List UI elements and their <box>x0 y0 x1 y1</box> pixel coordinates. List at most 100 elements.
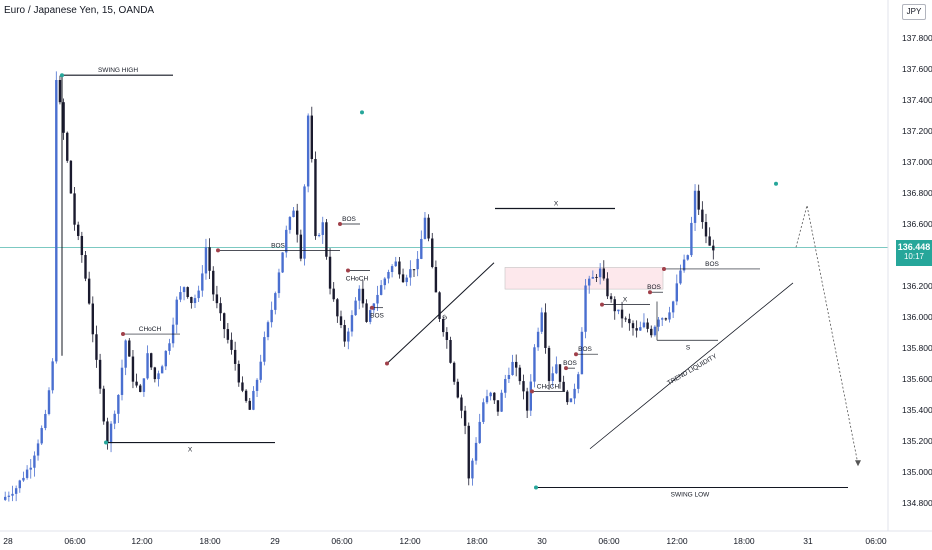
price-axis: 134.800 135.000 135.200 135.400 135.600 135.8… <box>902 33 932 508</box>
candle-body <box>562 381 565 392</box>
candle-body <box>197 290 200 299</box>
currency-button[interactable]: JPY <box>902 4 926 20</box>
pivot-dot <box>774 181 778 186</box>
pivot-dot <box>564 366 568 371</box>
candle-body <box>274 293 277 310</box>
candle-body <box>230 339 233 350</box>
pivot-dot <box>360 110 364 115</box>
candle-body <box>244 390 248 401</box>
candle-body <box>580 331 584 375</box>
candle-body <box>620 309 624 319</box>
candle-body <box>478 421 481 443</box>
candle-body <box>354 300 357 316</box>
bos-label: BOS <box>370 313 384 320</box>
candle-body <box>588 278 591 286</box>
candle-body <box>449 339 452 363</box>
candle-body <box>317 234 321 237</box>
candle-body <box>566 391 569 403</box>
candle-body <box>635 328 638 331</box>
candle-body <box>277 272 281 294</box>
candle-body <box>511 361 514 375</box>
candle-body <box>522 381 525 392</box>
price-tick-label: 135.800 <box>902 343 932 353</box>
candle-body <box>708 236 711 246</box>
candle-body <box>628 318 631 324</box>
candle-body <box>128 340 131 357</box>
candle-body <box>219 303 222 314</box>
candle-body <box>241 382 244 391</box>
candle-body <box>653 326 657 336</box>
candle-body <box>310 115 313 160</box>
candle-body <box>343 325 346 342</box>
candle-body <box>124 340 127 368</box>
candle-body <box>617 309 620 312</box>
candle-body <box>445 332 449 340</box>
candle-body <box>208 247 211 271</box>
candle-body <box>285 229 288 253</box>
candle-body <box>361 288 365 304</box>
candle-body <box>190 296 193 304</box>
candle-body <box>182 287 186 293</box>
candle-body <box>496 400 500 412</box>
trend-liquidity-line <box>589 282 794 450</box>
candle-body <box>456 381 459 398</box>
candle-body <box>515 361 518 368</box>
candle-body <box>58 80 62 103</box>
candle-body <box>281 252 284 273</box>
candle-body <box>671 301 675 313</box>
candle-body <box>84 255 87 279</box>
candle-body <box>701 209 704 223</box>
candle-body <box>146 353 149 379</box>
chart-title: Euro / Japanese Yen, 15, OANDA <box>4 5 155 16</box>
swing-low-label: SWING LOW <box>671 492 711 499</box>
candle-body <box>201 273 204 291</box>
candle-body <box>204 247 208 274</box>
candle-body <box>150 353 153 368</box>
candle-body <box>569 398 573 403</box>
candle-body <box>434 267 438 293</box>
candle-body <box>412 269 416 271</box>
candle-body <box>7 495 11 497</box>
candle-body <box>442 318 445 333</box>
zones <box>504 267 664 290</box>
price-tick-label: 136.200 <box>902 281 932 291</box>
trend-liquidity-label: TREND LIQUIDITY <box>666 353 719 387</box>
price-tick-label: 137.600 <box>902 64 932 74</box>
candle-body <box>467 425 470 479</box>
price-tick-label: 136.600 <box>902 219 932 229</box>
candle-body <box>555 364 558 374</box>
candle-body <box>270 309 273 323</box>
candle-body <box>383 278 386 286</box>
candle-body <box>233 349 237 364</box>
pivot-dot <box>370 305 374 310</box>
candle-body <box>314 159 317 237</box>
time-tick-label: 18:00 <box>733 536 755 546</box>
candle-body <box>500 392 503 412</box>
candle-body <box>77 224 80 236</box>
candle-body <box>536 331 540 348</box>
candle-body <box>87 278 91 304</box>
time-tick-label: 12:00 <box>399 536 421 546</box>
candle-body <box>431 238 434 268</box>
arrow-head <box>855 460 861 467</box>
candle-body <box>471 460 474 479</box>
candle-body <box>387 271 390 279</box>
candle-body <box>584 285 587 332</box>
bos-label: BOS <box>578 346 592 353</box>
candle-body <box>11 493 14 496</box>
candle-body <box>558 364 562 382</box>
candle-body <box>237 363 240 383</box>
price-tick-label: 136.000 <box>902 312 932 322</box>
price-tick-label: 137.800 <box>902 33 932 43</box>
candle-body <box>139 385 142 392</box>
time-tick-label: 30 <box>537 536 547 546</box>
candle-body <box>606 278 609 297</box>
candle-body <box>175 299 178 325</box>
time-tick-label: 31 <box>803 536 813 546</box>
candle-body <box>336 299 339 317</box>
candle-body <box>292 210 295 218</box>
candle-body <box>613 299 616 312</box>
candle-body <box>577 374 580 389</box>
x-label: X <box>188 447 193 454</box>
